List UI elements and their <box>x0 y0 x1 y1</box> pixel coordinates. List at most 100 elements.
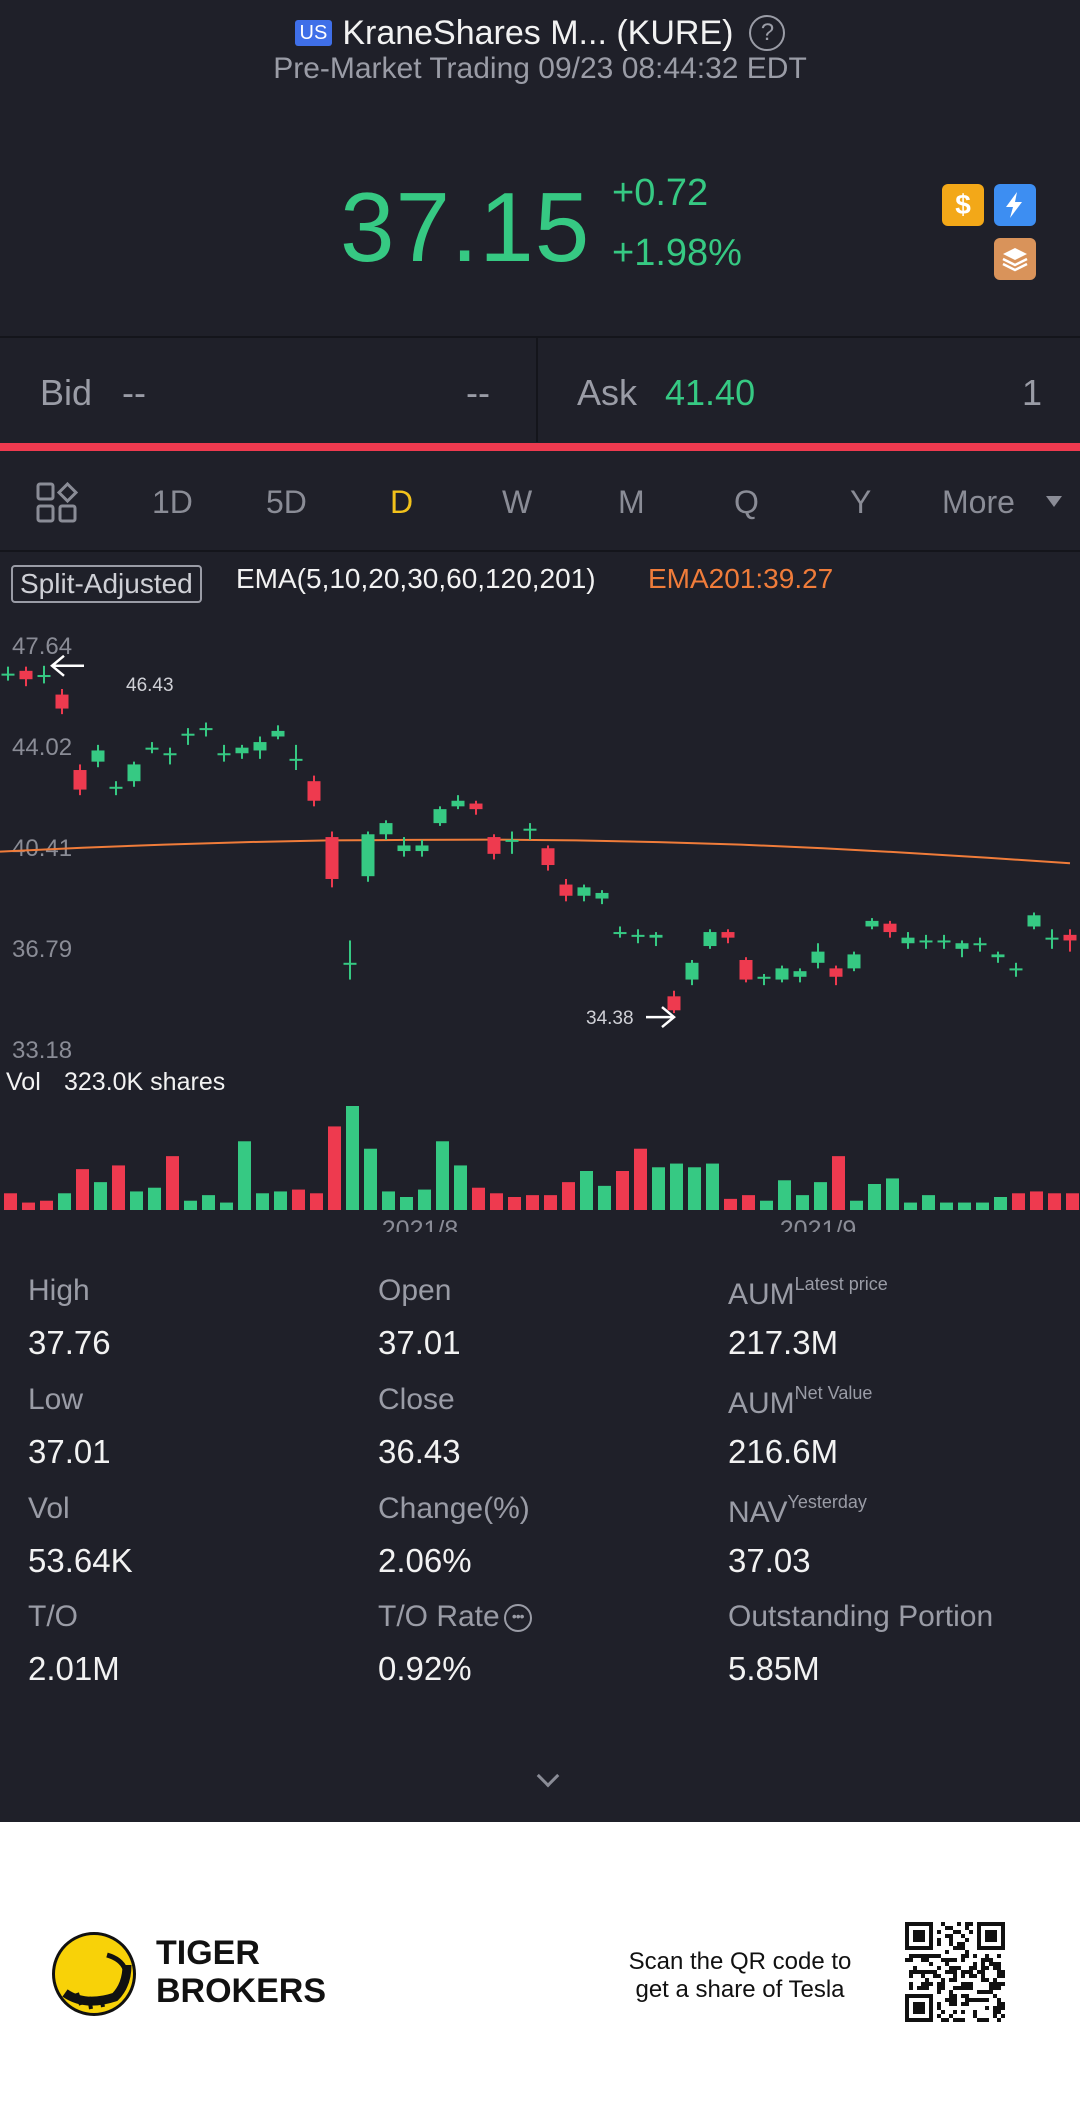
y-tick-label: 47.64 <box>12 633 72 660</box>
qr-module <box>993 2006 997 2010</box>
candle-body <box>847 954 861 969</box>
candle-body <box>451 800 465 807</box>
volume-bar <box>814 1182 827 1210</box>
qr-module <box>961 1974 965 1978</box>
qr-module <box>973 1954 977 1958</box>
candle-body <box>685 962 699 980</box>
qr-module <box>969 1982 973 1986</box>
qr-module <box>997 2002 1001 2006</box>
qr-module <box>937 1982 941 1986</box>
layers-icon[interactable] <box>994 238 1036 280</box>
tab-m[interactable]: M <box>618 484 645 520</box>
qr-module <box>953 1998 957 2002</box>
stat-value: 2.01M <box>28 1650 120 1687</box>
qr-module <box>985 1978 989 1982</box>
qr-module <box>953 1994 957 1998</box>
chevron-down-icon[interactable] <box>1046 496 1062 507</box>
qr-module <box>953 2002 957 2006</box>
x-axis-label: 2021/8 <box>382 1216 458 1232</box>
qr-module <box>965 1970 969 1974</box>
qr-module <box>993 1982 997 1986</box>
split-adjusted-button[interactable]: Split-Adjusted <box>11 565 202 603</box>
stat-value: 36.43 <box>378 1433 461 1470</box>
volume-bar <box>706 1163 719 1210</box>
candle-body <box>937 940 951 943</box>
ema-indicator-label[interactable]: EMA(5,10,20,30,60,120,201) <box>236 563 596 594</box>
qr-module <box>985 2006 989 2010</box>
tab-q[interactable]: Q <box>734 484 759 520</box>
volume-bar <box>436 1141 449 1210</box>
candle-body <box>901 937 915 944</box>
volume-bar <box>1030 1191 1043 1210</box>
tab-more[interactable]: More <box>942 484 1015 520</box>
volume-bar <box>130 1191 143 1210</box>
candle-body <box>523 828 537 831</box>
qr-module <box>993 2014 997 2018</box>
stock-title[interactable]: KraneShares M... (KURE) <box>342 13 734 52</box>
tab-5d[interactable]: 5D <box>266 484 307 520</box>
stat-value: 0.92% <box>378 1650 472 1687</box>
qr-module <box>997 2018 1001 2022</box>
lightning-icon[interactable] <box>994 184 1036 226</box>
qr-module <box>981 1962 985 1966</box>
tab-y[interactable]: Y <box>850 484 872 520</box>
tab-d[interactable]: D <box>390 484 414 520</box>
app-background <box>0 0 1080 1822</box>
qr-module <box>985 1966 989 1970</box>
qr-module <box>961 1934 965 1938</box>
tab-1d[interactable]: 1D <box>152 484 193 520</box>
qr-module <box>949 1958 953 1962</box>
info-icon[interactable]: ••• <box>503 1604 532 1633</box>
help-icon[interactable]: ? <box>749 15 786 51</box>
stat-label: AUMLatest price <box>728 1274 888 1312</box>
qr-module <box>937 2006 941 2010</box>
qr-module <box>997 1954 1001 1958</box>
qr-module <box>929 1982 933 1986</box>
stat-value: 216.6M <box>728 1433 839 1470</box>
qr-module <box>949 1970 953 1974</box>
qr-module <box>953 2018 957 2022</box>
qr-module <box>985 1954 989 1958</box>
qr-module <box>961 1970 965 1974</box>
candle-body <box>415 845 429 852</box>
qr-module <box>925 1954 929 1958</box>
high-arrow-icon <box>50 654 84 677</box>
qr-module <box>937 1954 941 1958</box>
stat-label-text: Open <box>378 1274 452 1307</box>
volume-bar <box>958 1202 971 1210</box>
low-arrow-icon <box>646 1006 676 1029</box>
qr-module <box>1001 1974 1005 1978</box>
candle-body <box>163 753 177 756</box>
stat-label: High <box>28 1274 90 1308</box>
qr-module <box>961 1942 965 1946</box>
qr-module <box>941 1986 945 1990</box>
candle-body <box>973 943 987 946</box>
layout-grid-icon[interactable] <box>36 482 78 524</box>
qr-module <box>977 1998 981 2002</box>
qr-module <box>917 1970 921 1974</box>
candle-body <box>865 920 879 927</box>
volume-bar <box>58 1193 71 1210</box>
volume-bar <box>184 1200 197 1210</box>
qr-module <box>941 2010 945 2014</box>
qr-module <box>949 1966 953 1970</box>
volume-bar <box>112 1165 125 1210</box>
qr-module <box>957 1930 961 1934</box>
qr-module <box>913 1954 917 1958</box>
stat-label-text: AUM <box>728 1387 795 1420</box>
volume-bar <box>616 1171 629 1210</box>
tab-w[interactable]: W <box>502 484 533 520</box>
volume-bar <box>274 1191 287 1210</box>
qr-module <box>997 1962 1001 1966</box>
candle-body <box>397 845 411 852</box>
qr-module <box>921 1958 925 1962</box>
qr-module <box>989 1962 993 1966</box>
stat-value: 37.01 <box>378 1324 461 1361</box>
volume-bar <box>166 1156 179 1210</box>
volume-bar <box>724 1198 737 1210</box>
dollar-icon[interactable]: $ <box>942 184 984 226</box>
qr-module <box>969 1922 973 1926</box>
tiger-logo-icon <box>52 1932 136 2016</box>
candle-body <box>595 892 609 899</box>
